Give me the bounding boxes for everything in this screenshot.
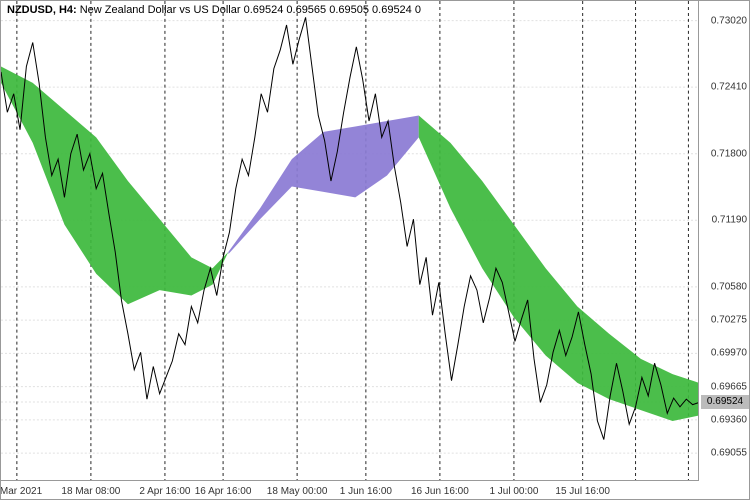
ohlc-values: 0.69524 0.69565 0.69505 0.69524 — [244, 4, 412, 16]
x-tick-label: 18 May 00:00 — [267, 486, 328, 497]
symbol-label: NZDUSD, H4: — [7, 4, 77, 16]
x-axis: 3 Mar 2021 18 Mar 08:00 2 Apr 16:00 16 Apr … — [1, 480, 699, 499]
x-tick-label: 2 Apr 16:00 — [139, 486, 190, 497]
pair-name: New Zealand Dollar vs US Dollar — [80, 4, 241, 16]
current-price-badge: 0.69524 — [701, 395, 749, 409]
y-tick-label: 0.69970 — [711, 348, 747, 359]
chart-container: NZDUSD, H4: New Zealand Dollar vs US Dol… — [0, 0, 750, 500]
y-tick-label: 0.71190 — [712, 215, 747, 226]
y-axis: 0.73020 0.72410 0.71800 0.71190 0.70580 0.702… — [698, 1, 749, 481]
x-tick-label: 18 Mar 08:00 — [61, 486, 120, 497]
y-tick-label: 0.71800 — [711, 148, 747, 159]
plot-area[interactable] — [1, 1, 699, 481]
y-tick-label: 0.69055 — [711, 448, 747, 459]
x-tick-label: 1 Jul 00:00 — [489, 486, 538, 497]
x-tick-label: 1 Jun 16:00 — [340, 486, 392, 497]
y-tick-label: 0.70580 — [711, 281, 747, 292]
x-tick-label: 15 Jul 16:00 — [555, 486, 610, 497]
x-tick-label: 16 Jun 16:00 — [411, 486, 469, 497]
price-chart — [1, 1, 699, 481]
x-tick-label: 16 Apr 16:00 — [195, 486, 252, 497]
y-tick-label: 0.70275 — [711, 315, 747, 326]
extra-value: 0 — [415, 4, 421, 16]
chart-title: NZDUSD, H4: New Zealand Dollar vs US Dol… — [7, 4, 421, 16]
y-tick-label: 0.72410 — [711, 82, 747, 93]
y-tick-label: 0.69665 — [711, 381, 747, 392]
x-tick-label: 3 Mar 2021 — [0, 486, 42, 497]
y-tick-label: 0.73020 — [711, 15, 747, 26]
y-tick-label: 0.69360 — [711, 414, 747, 425]
